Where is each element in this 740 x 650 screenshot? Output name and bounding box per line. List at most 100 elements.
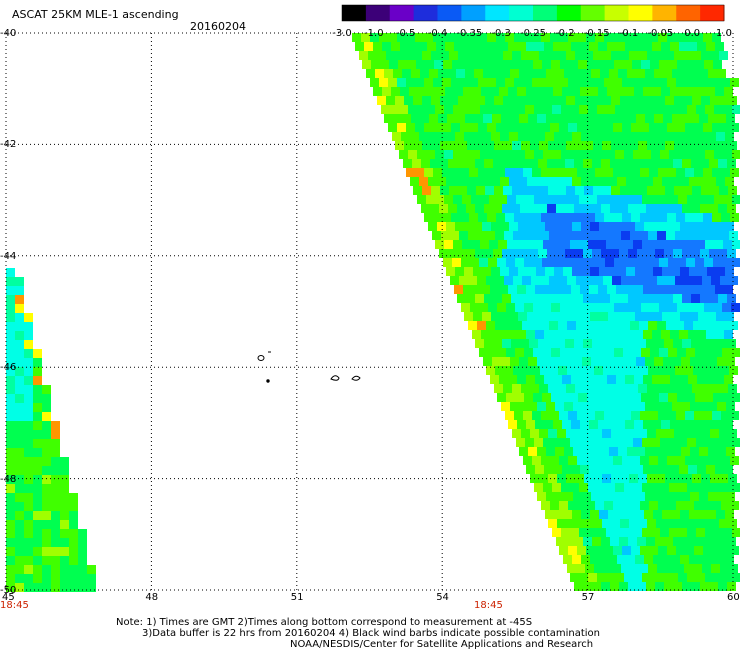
swath-cell	[521, 96, 530, 105]
swath-cell	[678, 150, 687, 159]
swath-cell	[626, 312, 635, 321]
lon-tick-label: 45	[2, 592, 15, 603]
swath-cell	[673, 582, 682, 591]
swath-cell	[727, 339, 736, 348]
swath-cell	[559, 501, 568, 510]
swath-cell	[731, 348, 740, 357]
swath-cell	[672, 69, 681, 78]
swath-cell	[475, 159, 484, 168]
swath-cell	[413, 186, 422, 195]
swath-cell	[583, 294, 592, 303]
swath-cell	[563, 312, 572, 321]
swath-cell	[713, 60, 722, 69]
swath-cell	[456, 114, 465, 123]
swath-cell	[69, 529, 78, 538]
swath-cell	[686, 303, 695, 312]
swath-cell	[402, 69, 411, 78]
swath-cell	[500, 267, 509, 276]
swath-cell	[535, 42, 544, 51]
swath-cell	[580, 330, 589, 339]
swath-cell	[492, 69, 501, 78]
swath-cell	[706, 285, 715, 294]
swath-cell	[587, 258, 596, 267]
swath-cell	[730, 501, 739, 510]
swath-cell	[461, 303, 470, 312]
swath-cell	[690, 357, 699, 366]
swath-cell	[512, 141, 521, 150]
swath-cell	[553, 465, 562, 474]
swath-cell	[397, 123, 406, 132]
swath-cell	[484, 339, 493, 348]
swath-cell	[712, 213, 721, 222]
swath-cell	[557, 186, 566, 195]
swath-cell	[530, 429, 539, 438]
swath-cell	[671, 312, 680, 321]
swath-cell	[709, 537, 718, 546]
swath-cell	[15, 313, 24, 322]
swath-cell	[669, 438, 678, 447]
swath-cell	[687, 240, 696, 249]
swath-cell	[482, 312, 491, 321]
swath-cell	[701, 51, 710, 60]
swath-cell	[509, 267, 518, 276]
swath-cell	[614, 258, 623, 267]
swath-cell	[555, 357, 564, 366]
swath-cell	[700, 249, 709, 258]
swath-cell	[490, 330, 499, 339]
swath-cell	[637, 204, 646, 213]
swath-cell	[446, 222, 455, 231]
swath-cell	[15, 565, 24, 574]
swath-cell	[613, 546, 622, 555]
swath-cell	[406, 33, 415, 42]
lon-tick-label: 57	[581, 592, 595, 603]
swath-cell	[543, 438, 552, 447]
swath-cell	[557, 141, 566, 150]
swath-cell	[523, 33, 532, 42]
swath-cell	[622, 501, 631, 510]
swath-cell	[525, 240, 534, 249]
swath-cell	[584, 384, 593, 393]
swath-cell	[669, 150, 678, 159]
swath-cell	[611, 384, 620, 393]
swath-cell	[624, 150, 633, 159]
swath-cell	[572, 267, 581, 276]
swath-cell	[596, 348, 605, 357]
swath-cell	[719, 519, 728, 528]
swath-cell	[591, 114, 600, 123]
swath-cell	[680, 510, 689, 519]
swath-cell	[670, 420, 679, 429]
swath-cell	[671, 132, 680, 141]
swath-cell	[687, 195, 696, 204]
swath-cell	[515, 258, 524, 267]
swath-cell	[722, 393, 731, 402]
swath-cell	[60, 466, 69, 475]
swath-cell	[430, 204, 439, 213]
swath-cell	[685, 213, 694, 222]
swath-cell	[594, 564, 603, 573]
swath-cell	[6, 430, 15, 439]
swath-cell	[694, 33, 703, 42]
swath-cell	[609, 447, 618, 456]
swath-cell	[602, 519, 611, 528]
swath-cell	[587, 348, 596, 357]
swath-cell	[515, 60, 524, 69]
swath-cell	[621, 276, 630, 285]
swath-cell	[6, 403, 15, 412]
swath-cell	[631, 213, 640, 222]
swath-cell	[659, 348, 668, 357]
swath-cell	[686, 393, 695, 402]
swath-cell	[636, 114, 645, 123]
swath-cell	[564, 492, 573, 501]
swath-cell	[463, 87, 472, 96]
swath-cell	[603, 366, 612, 375]
swath-cell	[728, 186, 737, 195]
swath-cell	[556, 537, 565, 546]
swath-cell	[570, 573, 579, 582]
swath-cell	[602, 51, 611, 60]
swath-cell	[610, 294, 619, 303]
swath-cell	[435, 240, 444, 249]
swath-cell	[384, 114, 393, 123]
lon-tick-label: 60	[727, 592, 740, 603]
swath-cell	[610, 159, 619, 168]
swath-cell	[614, 348, 623, 357]
